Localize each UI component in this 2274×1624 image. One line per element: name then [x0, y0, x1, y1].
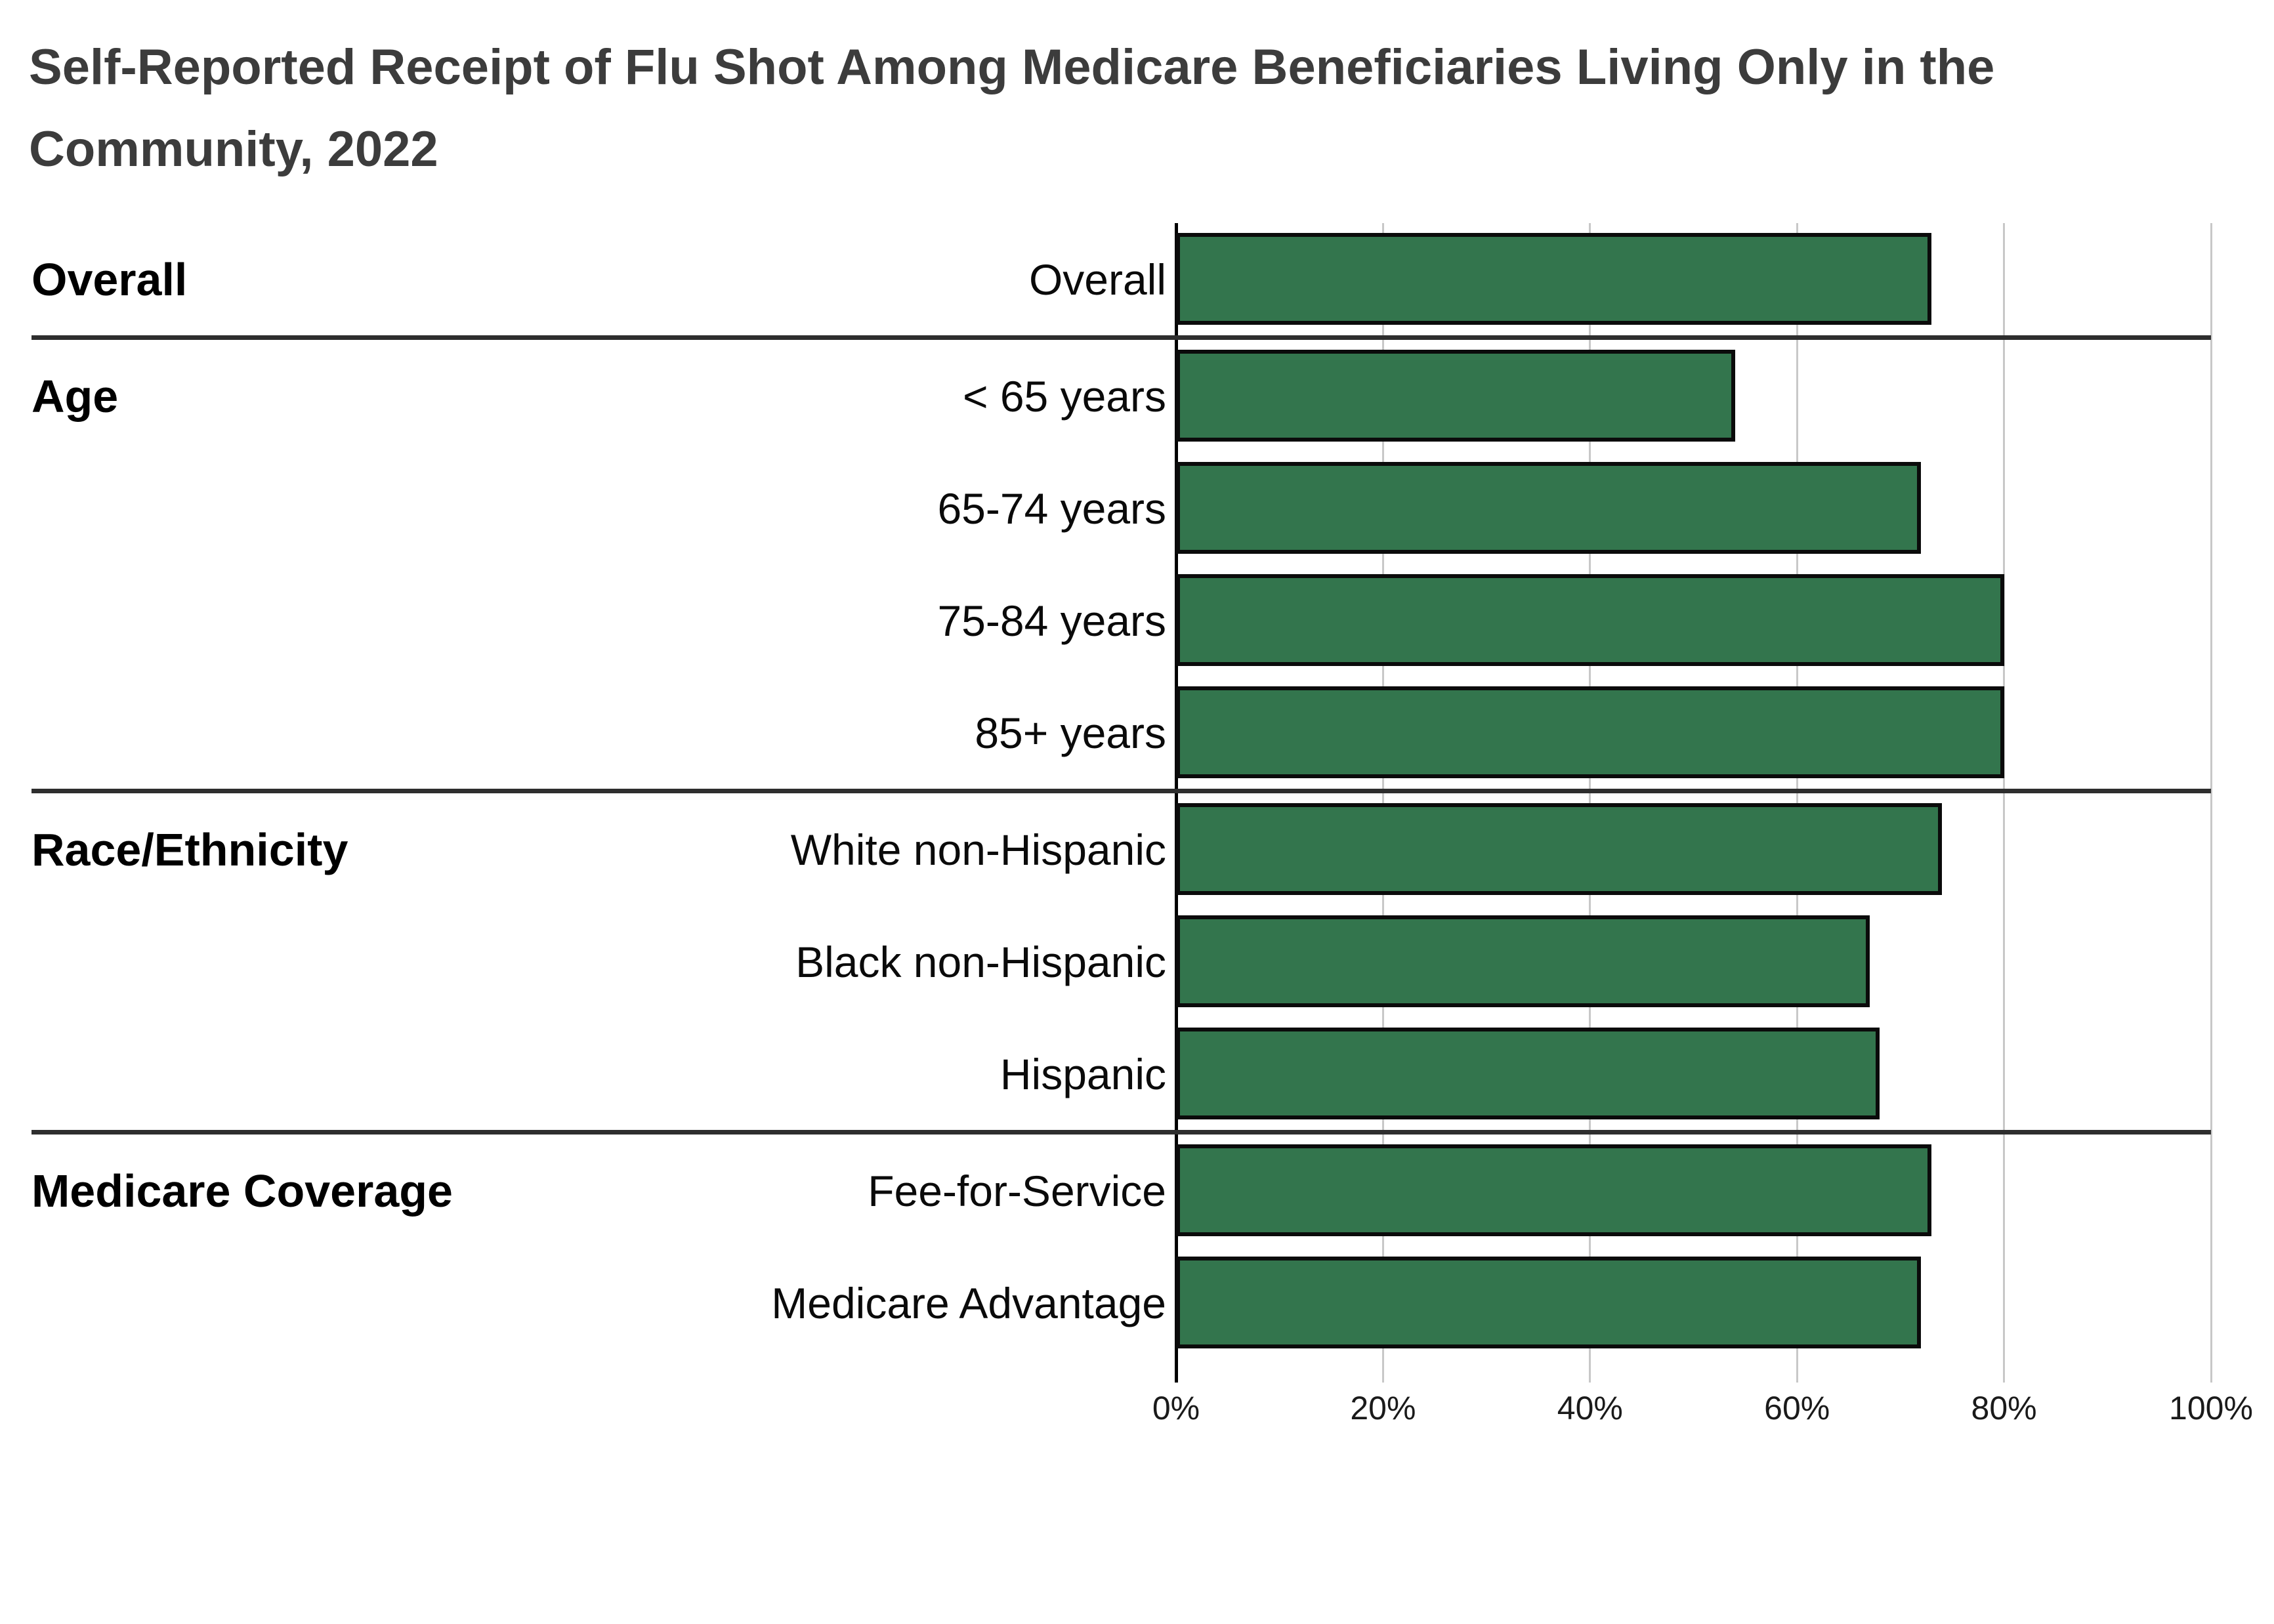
x-tick-label: 40% [1557, 1390, 1623, 1426]
bar-row: Medicare Coverage Fee-for-Service [0, 1135, 2274, 1247]
bar-row: Hispanic [0, 1018, 2274, 1130]
bar-row: Medicare Advantage [0, 1247, 2274, 1359]
row-label-overall: Overall [1028, 255, 1166, 304]
section-divider [32, 1130, 2211, 1135]
bar-overall [1176, 233, 1931, 325]
group-label-race-ethnicity: Race/Ethnicity [32, 823, 348, 875]
row-label-hispanic: Hispanic [1000, 1049, 1166, 1098]
section-divider [32, 335, 2211, 340]
group-label-age: Age [32, 370, 119, 422]
x-gridline [1589, 223, 1591, 1383]
row-label-medicare-advantage: Medicare Advantage [771, 1278, 1166, 1327]
y-axis-zero-line [1174, 223, 1178, 1383]
x-tick-label: 0% [1152, 1390, 1200, 1426]
row-label-fee-for-service: Fee-for-Service [868, 1166, 1166, 1215]
row-label-85-years: 85+ years [975, 708, 1166, 757]
section-divider [32, 789, 2211, 793]
bar-fee-for-service [1176, 1144, 1931, 1236]
bar-65-years [1176, 350, 1735, 442]
group-label-medicare-coverage: Medicare Coverage [32, 1165, 453, 1217]
x-gridline [2003, 223, 2006, 1383]
bar-black-non-hispanic [1176, 915, 1870, 1007]
row-label-65-years: < 65 years [962, 371, 1166, 421]
bar-85-years [1176, 686, 2004, 778]
x-tick-label: 20% [1350, 1390, 1416, 1426]
bar-75-84-years [1176, 574, 2004, 666]
bar-65-74-years [1176, 462, 1921, 554]
bar-row: Race/Ethnicity White non-Hispanic [0, 793, 2274, 906]
x-tick-label: 60% [1764, 1390, 1830, 1426]
bar-white-non-hispanic [1176, 803, 1942, 895]
x-gridline [1381, 223, 1384, 1383]
bar-row: 85+ years [0, 677, 2274, 789]
x-gridline [2210, 223, 2212, 1383]
row-label-75-84-years: 75-84 years [937, 596, 1166, 645]
bar-row: Overall Overall [0, 223, 2274, 335]
group-label-overall: Overall [32, 253, 188, 305]
row-label-black-non-hispanic: Black non-Hispanic [795, 937, 1166, 986]
chart-title: Self-Reported Receipt of Flu Shot Among … [29, 39, 1995, 177]
x-tick-label: 100% [2169, 1390, 2253, 1426]
row-label-65-74-years: 65-74 years [937, 484, 1166, 533]
bar-hispanic [1176, 1028, 1880, 1119]
bar-medicare-advantage [1176, 1257, 1921, 1348]
x-tick-label: 80% [1971, 1390, 2037, 1426]
row-label-white-non-hispanic: White non-Hispanic [790, 825, 1166, 874]
bar-row: 65-74 years [0, 452, 2274, 564]
bar-row: 75-84 years [0, 564, 2274, 677]
bar-row: Black non-Hispanic [0, 906, 2274, 1018]
bar-row: Age < 65 years [0, 340, 2274, 452]
x-gridline [1796, 223, 1798, 1383]
